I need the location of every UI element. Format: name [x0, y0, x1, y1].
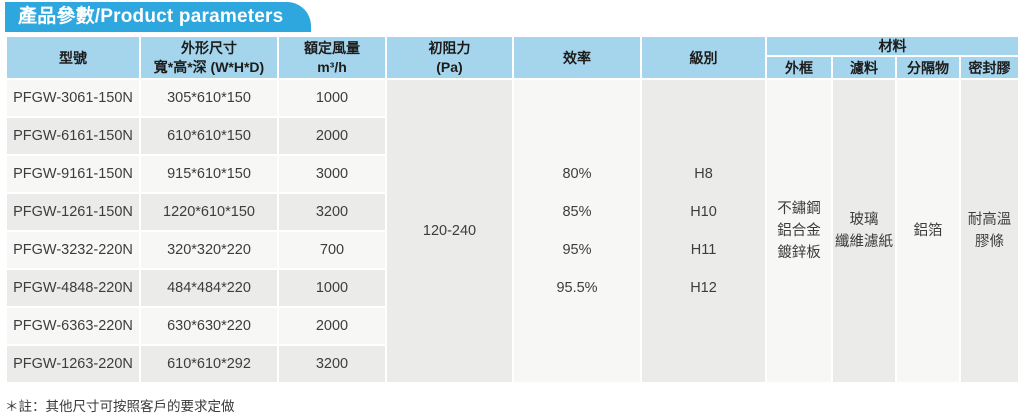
- table-row: PFGW-4848-220N 484*484*220 1000: [7, 270, 1018, 307]
- model-cell: PFGW-1263-220N: [7, 346, 139, 383]
- size-cell: 915*610*150: [141, 156, 277, 193]
- col-header-dimensions-line1: 外形尺寸: [181, 40, 237, 57]
- model-cell: PFGW-3061-150N: [7, 80, 139, 117]
- material-sealant-cell: 耐高溫 膠條: [961, 80, 1018, 383]
- section-title: 產品參數/Product parameters: [18, 6, 284, 27]
- model-cell: PFGW-6161-150N: [7, 118, 139, 155]
- model-cell: PFGW-6363-220N: [7, 308, 139, 345]
- table-row: PFGW-1261-150N 1220*610*150 3200: [7, 194, 1018, 231]
- footnote: ＊註：其他尺寸可按照客戶的要求定做: [5, 399, 235, 415]
- col-header-efficiency: 效率: [514, 37, 640, 79]
- size-cell: 484*484*220: [141, 270, 277, 307]
- airflow-cell: 1000: [279, 270, 385, 307]
- col-header-airflow-line2: m³/h: [317, 58, 347, 75]
- airflow-cell: 2000: [279, 118, 385, 155]
- size-cell: 320*320*220: [141, 232, 277, 269]
- col-header-material-frame: 外框: [767, 57, 831, 79]
- model-cell: PFGW-1261-150N: [7, 194, 139, 231]
- size-cell: 610*610*292: [141, 346, 277, 383]
- col-header-airflow: 額定風量 m³/h: [279, 37, 385, 79]
- material-media-line: 纖維濾紙: [835, 234, 893, 251]
- airflow-cell: 3200: [279, 346, 385, 383]
- initial-resistance-value: 120-240: [422, 223, 477, 240]
- col-header-dimensions: 外形尺寸 寬*高*深 (W*H*D): [141, 37, 277, 79]
- material-media-line: 玻璃: [849, 212, 879, 229]
- grade-value: H10: [690, 204, 717, 221]
- grade-value: H11: [690, 242, 717, 259]
- material-separator-line: 鋁箔: [913, 223, 943, 240]
- size-cell: 630*630*220: [141, 308, 277, 345]
- table-row: PFGW-3232-220N 320*320*220 700: [7, 232, 1018, 269]
- table-row: PFGW-6161-150N 610*610*150 2000: [7, 118, 1018, 155]
- table-row: PFGW-3061-150N 305*610*150 1000 120-240 …: [7, 80, 1018, 383]
- material-sealant-line: 膠條: [975, 234, 1004, 251]
- col-header-airflow-line1: 額定風量: [304, 40, 360, 57]
- product-parameters-table: 型號 外形尺寸 寬*高*深 (W*H*D) 額定風量 m³/h 初阻力 (Pa)…: [5, 35, 1020, 384]
- material-frame-line: 鋁合金: [777, 223, 821, 240]
- size-cell: 305*610*150: [141, 80, 277, 117]
- table-row: PFGW-9161-150N 915*610*150 3000: [7, 156, 1018, 193]
- airflow-cell: 2000: [279, 308, 385, 345]
- col-header-material-sealant: 密封膠: [961, 57, 1018, 79]
- col-header-material-media: 濾料: [833, 57, 895, 79]
- material-separator-cell: 鋁箔: [897, 80, 959, 383]
- material-frame-line: 鍍鋅板: [777, 245, 821, 262]
- efficiency-cell: 80% 85% 95% 95.5%: [514, 80, 640, 383]
- col-header-dimensions-line2: 寬*高*深 (W*H*D): [153, 58, 265, 75]
- table-row: PFGW-1263-220N 610*610*292 3200: [7, 346, 1018, 383]
- grade-values: H8 H10 H11 H12: [642, 155, 765, 307]
- table-row: PFGW-6363-220N 630*630*220 2000: [7, 308, 1018, 345]
- col-header-model: 型號: [7, 37, 139, 79]
- airflow-cell: 3000: [279, 156, 385, 193]
- col-header-material: 材料: [767, 37, 1018, 56]
- efficiency-value: 85%: [562, 204, 592, 221]
- efficiency-values: 80% 85% 95% 95.5%: [514, 155, 640, 307]
- airflow-cell: 1000: [279, 80, 385, 117]
- efficiency-value: 80%: [562, 166, 592, 183]
- material-frame-cell: 不鏽鋼 鋁合金 鍍鋅板: [767, 80, 831, 383]
- grade-value: H12: [690, 280, 717, 297]
- col-header-resistance-line1: 初阻力: [428, 40, 471, 57]
- airflow-cell: 700: [279, 232, 385, 269]
- section-title-banner: 產品參數/Product parameters: [5, 2, 311, 32]
- grade-cell: H8 H10 H11 H12: [642, 80, 765, 383]
- model-cell: PFGW-3232-220N: [7, 232, 139, 269]
- material-media-cell: 玻璃 纖維濾紙: [833, 80, 895, 383]
- airflow-cell: 3200: [279, 194, 385, 231]
- initial-resistance-cell: 120-240: [387, 80, 512, 383]
- model-cell: PFGW-9161-150N: [7, 156, 139, 193]
- model-cell: PFGW-4848-220N: [7, 270, 139, 307]
- col-header-resistance-line2: (Pa): [436, 58, 463, 75]
- efficiency-value: 95%: [562, 242, 592, 259]
- efficiency-value: 95.5%: [556, 280, 598, 297]
- size-cell: 610*610*150: [141, 118, 277, 155]
- material-frame-line: 不鏽鋼: [777, 201, 821, 218]
- col-header-grade: 級別: [642, 37, 765, 79]
- size-cell: 1220*610*150: [141, 194, 277, 231]
- col-header-material-separator: 分隔物: [897, 57, 959, 79]
- col-header-resistance: 初阻力 (Pa): [387, 37, 512, 79]
- material-sealant-line: 耐高溫: [967, 212, 1012, 229]
- grade-value: H8: [694, 166, 713, 183]
